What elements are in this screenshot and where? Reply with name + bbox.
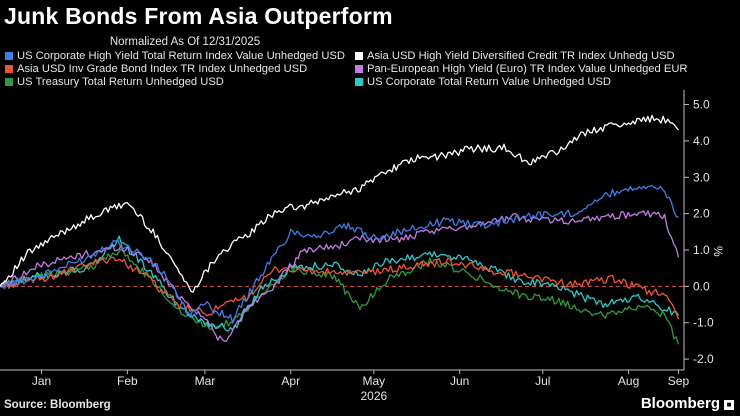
x-tick-label: Jan — [32, 374, 51, 388]
x-tick-label: Aug — [618, 374, 639, 388]
x-tick-label: Feb — [117, 374, 138, 388]
y-tick-label: 5.0 — [693, 98, 710, 112]
series-line-0 — [0, 184, 679, 324]
legend-item-us-corp-hy: US Corporate High Yield Total Return Ind… — [5, 50, 345, 62]
series-line-2 — [0, 256, 680, 320]
legend-item-us-corp: US Corporate Total Return Value Unhedged… — [355, 76, 611, 88]
source-note: Source: Bloomberg — [4, 399, 111, 411]
x-tick-label: May — [363, 374, 386, 388]
y-tick-label: 0.0 — [693, 279, 710, 293]
legend-label: US Corporate Total Return Value Unhedged… — [367, 76, 611, 88]
legend-item-us-treasury: US Treasury Total Return Unhedged USD — [5, 76, 224, 88]
y-tick-label: -1.0 — [693, 316, 714, 330]
legend-label: Asia USD High Yield Diversified Credit T… — [367, 50, 675, 62]
chart-title: Junk Bonds From Asia Outperform — [4, 3, 393, 29]
legend-item-pan-euro-hy: Pan-European High Yield (Euro) TR Index … — [355, 63, 687, 75]
legend-swatch — [5, 52, 13, 60]
y-tick-label: 3.0 — [693, 170, 710, 184]
x-tick-label: Jul — [535, 374, 550, 388]
legend-swatch — [355, 78, 363, 86]
y-tick-label: 4.0 — [693, 134, 710, 148]
legend-item-asia-ig: Asia USD Inv Grade Bond Index TR Index U… — [5, 63, 307, 75]
legend-label: US Corporate High Yield Total Return Ind… — [17, 50, 345, 62]
brand-logo: Bloomberg — [640, 395, 720, 412]
legend-swatch — [5, 65, 13, 73]
legend-swatch — [5, 78, 13, 86]
x-tick-label: Apr — [281, 374, 300, 388]
legend-label: Pan-European High Yield (Euro) TR Index … — [367, 63, 688, 75]
x-tick-label: Mar — [195, 374, 216, 388]
series-line-3 — [0, 210, 680, 342]
y-tick-label: -2.0 — [693, 352, 714, 366]
legend-label: Asia USD Inv Grade Bond Index TR Index U… — [17, 63, 308, 75]
chart-subtitle: Normalized As Of 12/31/2025 — [109, 36, 261, 48]
x-tick-label: Jun — [450, 374, 469, 388]
brand-mark-icon: ■ — [724, 400, 734, 410]
x-tick-label: Sep — [668, 374, 690, 388]
y-tick-label: 1.0 — [693, 243, 710, 257]
x-year-label: 2026 — [360, 389, 387, 403]
legend-label: US Treasury Total Return Unhedged USD — [17, 76, 224, 88]
series-line-1 — [0, 114, 679, 293]
series-line-5 — [0, 248, 680, 345]
y-tick-label: 2.0 — [693, 207, 710, 221]
legend-swatch — [355, 52, 363, 60]
legend-swatch — [355, 65, 363, 73]
y-axis-label: % — [711, 246, 725, 257]
legend-item-asia-hy: Asia USD High Yield Diversified Credit T… — [355, 50, 675, 62]
